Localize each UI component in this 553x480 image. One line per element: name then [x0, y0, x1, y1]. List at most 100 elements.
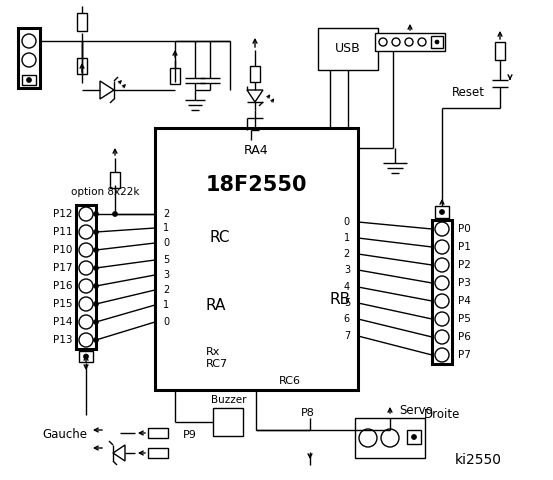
Circle shape: [93, 284, 98, 288]
Text: P13: P13: [53, 335, 72, 345]
Text: RC: RC: [210, 230, 230, 245]
Text: 2: 2: [163, 285, 169, 295]
Bar: [79, 351, 93, 362]
Text: 4: 4: [344, 282, 350, 292]
Circle shape: [22, 53, 36, 67]
Circle shape: [435, 348, 449, 362]
Polygon shape: [247, 90, 263, 102]
Text: Rx: Rx: [206, 347, 221, 357]
Text: 2: 2: [344, 249, 350, 259]
Circle shape: [435, 294, 449, 308]
Bar: [110, 172, 120, 188]
Text: 3: 3: [344, 265, 350, 275]
Circle shape: [79, 261, 93, 275]
Text: RA4: RA4: [244, 144, 268, 156]
Circle shape: [381, 429, 399, 447]
Text: ki2550: ki2550: [455, 453, 502, 467]
Text: RC7: RC7: [206, 359, 228, 369]
Circle shape: [93, 248, 98, 252]
Bar: [495, 42, 505, 60]
Text: 18F2550: 18F2550: [205, 175, 307, 195]
Text: USB: USB: [335, 43, 361, 56]
Text: P3: P3: [458, 278, 471, 288]
Circle shape: [79, 297, 93, 311]
Text: P14: P14: [53, 317, 72, 327]
Text: 0: 0: [163, 238, 169, 248]
Circle shape: [411, 434, 416, 440]
Text: Droite: Droite: [424, 408, 460, 421]
Text: P17: P17: [53, 263, 72, 273]
Text: option 8x22k: option 8x22k: [71, 187, 139, 197]
Bar: [148, 448, 168, 458]
Circle shape: [440, 209, 445, 215]
Circle shape: [79, 207, 93, 221]
Text: Buzzer: Buzzer: [211, 395, 247, 405]
Text: P12: P12: [53, 209, 72, 219]
Text: Reset: Reset: [451, 85, 484, 98]
Circle shape: [359, 429, 377, 447]
Circle shape: [112, 212, 117, 216]
Circle shape: [27, 77, 32, 83]
Bar: [431, 36, 443, 48]
Circle shape: [93, 212, 98, 216]
Circle shape: [79, 225, 93, 239]
Circle shape: [79, 333, 93, 347]
Bar: [148, 428, 168, 438]
Circle shape: [405, 38, 413, 46]
Bar: [355, 418, 425, 458]
Circle shape: [435, 312, 449, 326]
Text: Servo: Servo: [399, 404, 433, 417]
Circle shape: [79, 279, 93, 293]
Circle shape: [379, 38, 387, 46]
Bar: [375, 33, 445, 51]
Text: 3: 3: [163, 270, 169, 280]
Text: P0: P0: [458, 224, 471, 234]
Bar: [435, 206, 449, 218]
Text: 5: 5: [163, 255, 169, 265]
Text: 6: 6: [344, 314, 350, 324]
Text: P8: P8: [301, 408, 315, 418]
Text: Gauche: Gauche: [43, 429, 87, 442]
Bar: [170, 68, 180, 84]
Text: P6: P6: [458, 332, 471, 342]
Text: P15: P15: [53, 299, 72, 309]
Circle shape: [435, 222, 449, 236]
Polygon shape: [113, 445, 125, 461]
Circle shape: [84, 354, 88, 359]
Circle shape: [93, 265, 98, 271]
Text: P16: P16: [53, 281, 72, 291]
Text: P10: P10: [53, 245, 72, 255]
Text: 0: 0: [163, 317, 169, 327]
Text: 7: 7: [344, 331, 350, 341]
Bar: [432, 220, 452, 364]
Circle shape: [79, 243, 93, 257]
Circle shape: [392, 38, 400, 46]
Circle shape: [435, 276, 449, 290]
Circle shape: [435, 258, 449, 272]
Text: P5: P5: [458, 314, 471, 324]
Bar: [318, 28, 378, 70]
Circle shape: [93, 337, 98, 343]
Circle shape: [435, 40, 439, 44]
Bar: [22, 75, 36, 85]
Circle shape: [435, 330, 449, 344]
Text: RB: RB: [330, 292, 351, 308]
Text: RC6: RC6: [279, 376, 301, 386]
Text: 1: 1: [344, 233, 350, 243]
Bar: [18, 28, 40, 88]
Bar: [250, 66, 260, 82]
Bar: [76, 205, 96, 349]
Bar: [77, 13, 87, 31]
Circle shape: [435, 240, 449, 254]
Circle shape: [93, 229, 98, 235]
Text: 5: 5: [344, 298, 350, 308]
Circle shape: [418, 38, 426, 46]
Text: 2: 2: [163, 209, 169, 219]
Circle shape: [79, 315, 93, 329]
Circle shape: [93, 301, 98, 307]
Bar: [77, 58, 87, 74]
Text: P7: P7: [458, 350, 471, 360]
Polygon shape: [100, 81, 114, 99]
Circle shape: [22, 34, 36, 48]
Text: RA: RA: [206, 299, 226, 313]
